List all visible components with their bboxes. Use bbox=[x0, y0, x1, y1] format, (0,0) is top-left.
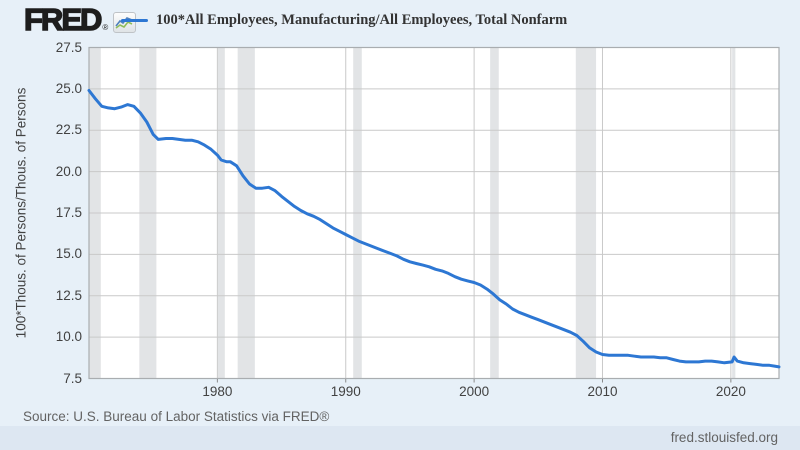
legend: 100*All Employees, Manufacturing/All Emp… bbox=[121, 12, 567, 29]
x-tick-label: 2010 bbox=[587, 384, 618, 399]
x-tick-label: 1990 bbox=[330, 384, 361, 399]
registered-mark-icon: ® bbox=[102, 23, 109, 32]
y-axis-tick-labels: 7.5 10.0 12.5 15.0 17.5 20.0 22.5 25.0 27.5 bbox=[0, 0, 82, 450]
sparkline-chart-icon bbox=[113, 12, 137, 33]
fred-logo: FRED ® bbox=[23, 2, 137, 37]
y-tick-label: 7.5 bbox=[63, 370, 82, 386]
plot-border bbox=[88, 46, 780, 380]
series-line bbox=[87, 89, 781, 369]
y-tick-label: 17.5 bbox=[55, 205, 82, 220]
footer-strip bbox=[0, 426, 800, 450]
y-tick-label: 27.5 bbox=[55, 39, 82, 55]
source-text: Source: U.S. Bureau of Labor Statistics … bbox=[23, 409, 330, 424]
y-tick-label: 20.0 bbox=[55, 163, 82, 179]
x-tick-label: 2000 bbox=[459, 384, 490, 399]
y-tick-label: 12.5 bbox=[55, 287, 82, 303]
y-tick-label: 10.0 bbox=[55, 329, 82, 345]
site-url: fred.stlouisfed.org bbox=[670, 430, 778, 445]
y-tick-label: 22.5 bbox=[55, 122, 82, 138]
y-tick-label: 15.0 bbox=[55, 246, 82, 262]
x-tick-label: 2020 bbox=[715, 384, 746, 399]
y-tick-label: 25.0 bbox=[55, 80, 82, 96]
x-axis-tick-labels: 1980 1990 2000 2010 2020 bbox=[0, 384, 800, 402]
x-tick-label: 1980 bbox=[202, 384, 233, 399]
fred-logo-text: FRED bbox=[23, 2, 103, 37]
legend-label: 100*All Employees, Manufacturing/All Emp… bbox=[156, 12, 568, 28]
legend-line-swatch bbox=[121, 19, 148, 22]
